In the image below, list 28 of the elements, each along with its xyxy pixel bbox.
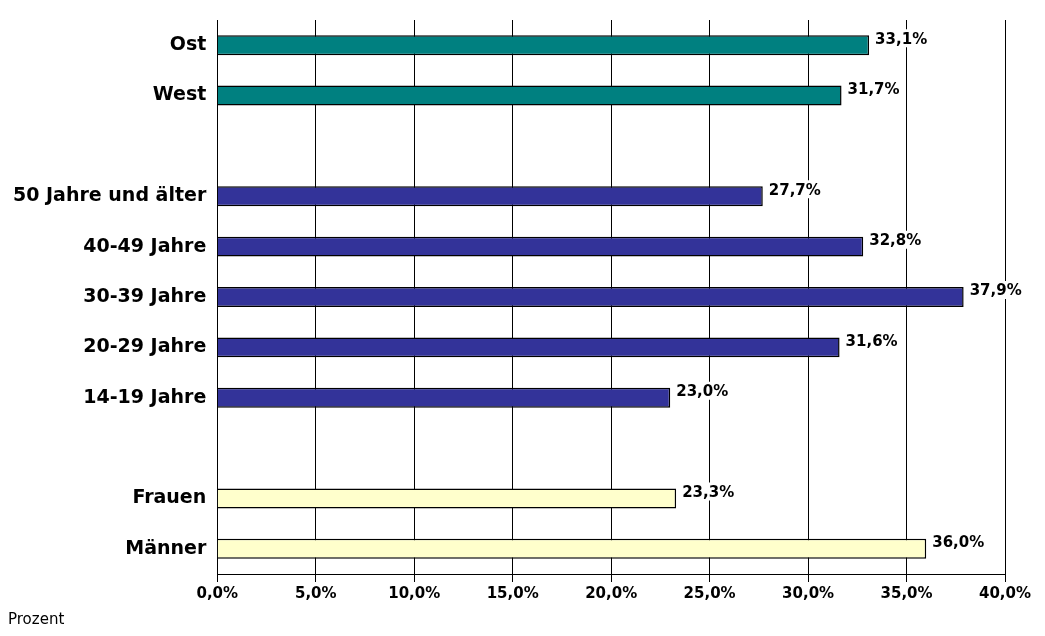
data-label: 37,9% [969,281,1022,300]
y-tick-label: Männer [125,535,207,558]
data-label: 33,1% [875,29,928,48]
data-label: 31,7% [847,79,900,98]
data-label: 23,3% [682,482,735,501]
y-tick-label: 20-29 Jahre [83,334,207,357]
x-tick-label: 0,0% [196,583,239,602]
data-label: 31,6% [845,331,898,350]
x-tick-label: 5,0% [294,583,337,602]
y-tick-label: Ost [169,32,207,55]
y-tick-label: 50 Jahre und älter [12,183,207,206]
x-tick-label: 20,0% [585,583,638,602]
y-tick-label: West [152,82,207,105]
x-tick-label: 30,0% [782,583,835,602]
data-label: 36,0% [932,533,985,552]
data-label: 23,0% [676,382,729,401]
y-tick-label: 14-19 Jahre [83,384,207,407]
y-tick-label: 40-49 Jahre [83,233,207,256]
y-tick-label: 30-39 Jahre [83,283,207,306]
x-axis-title: Prozent [8,610,65,629]
data-label: 32,8% [869,231,922,250]
y-tick-label: Frauen [132,485,207,508]
x-tick-label: 25,0% [683,583,736,602]
data-label: 27,7% [768,180,821,199]
x-tick-label: 35,0% [880,583,933,602]
x-tick-label: 10,0% [388,583,441,602]
x-tick-label: 40,0% [978,583,1032,602]
x-tick-label: 15,0% [486,583,539,602]
